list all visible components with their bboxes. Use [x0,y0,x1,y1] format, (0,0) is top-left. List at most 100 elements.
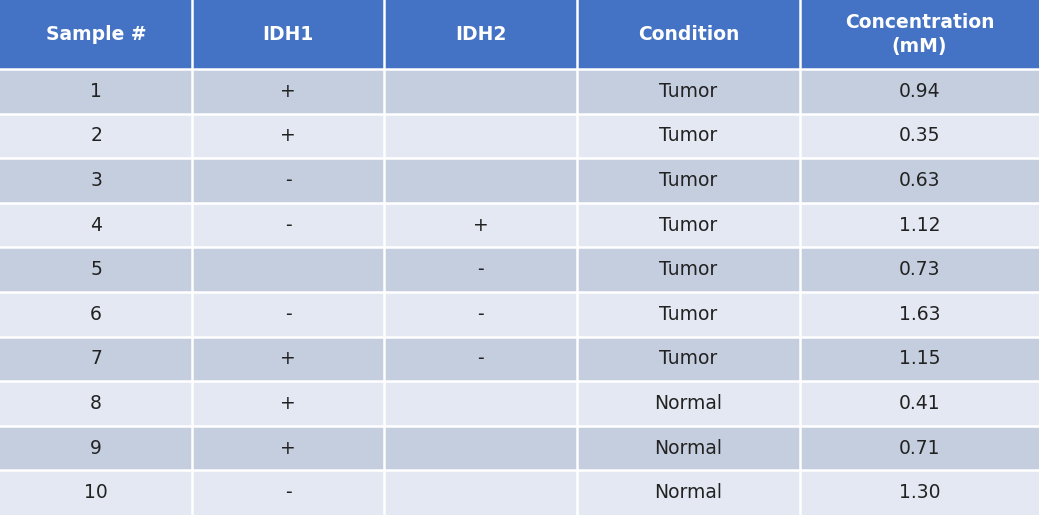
Text: +: + [281,350,296,368]
Bar [0,292,192,337]
Text: IDH2: IDH2 [455,25,506,44]
Bar [192,114,384,158]
Bar [577,426,800,470]
Bar [384,337,577,381]
Bar [800,337,1039,381]
Bar [0,381,192,426]
Bar [384,69,577,114]
Text: Tumor: Tumor [659,82,718,101]
Text: Tumor: Tumor [659,350,718,368]
Bar [800,426,1039,470]
Bar [800,470,1039,515]
Text: 1.63: 1.63 [899,305,940,324]
Bar [384,292,577,337]
Bar [192,292,384,337]
Bar [800,203,1039,248]
Text: 2: 2 [90,127,102,146]
Text: 8: 8 [90,394,102,413]
Text: Tumor: Tumor [659,216,718,235]
Bar [577,203,800,248]
Text: 7: 7 [90,350,102,368]
Text: 4: 4 [90,216,102,235]
Bar [0,158,192,203]
Bar [800,0,1039,69]
Bar [384,381,577,426]
Text: -: - [285,305,292,324]
Bar [384,0,577,69]
Bar [0,470,192,515]
Bar [192,69,384,114]
Text: Normal: Normal [655,483,722,502]
Text: +: + [281,127,296,146]
Text: 0.41: 0.41 [899,394,940,413]
Text: +: + [281,439,296,458]
Bar [800,381,1039,426]
Bar [192,203,384,248]
Text: 10: 10 [84,483,108,502]
Text: Normal: Normal [655,394,722,413]
Bar [577,337,800,381]
Text: Tumor: Tumor [659,305,718,324]
Text: 0.94: 0.94 [899,82,940,101]
Bar [192,470,384,515]
Text: 1.12: 1.12 [899,216,940,235]
Bar [192,426,384,470]
Text: 1.15: 1.15 [899,350,940,368]
Bar [384,470,577,515]
Bar [192,158,384,203]
Text: -: - [285,483,292,502]
Text: Tumor: Tumor [659,260,718,279]
Text: 9: 9 [90,439,102,458]
Bar [800,114,1039,158]
Text: +: + [281,82,296,101]
Bar [577,69,800,114]
Bar [0,426,192,470]
Bar [577,381,800,426]
Bar [800,158,1039,203]
Text: +: + [281,394,296,413]
Bar [384,248,577,292]
Bar [192,381,384,426]
Bar [577,114,800,158]
Text: 1.30: 1.30 [899,483,940,502]
Text: 0.71: 0.71 [899,439,940,458]
Bar [0,114,192,158]
Text: 6: 6 [90,305,102,324]
Text: 0.63: 0.63 [899,171,940,190]
Bar [0,203,192,248]
Text: +: + [473,216,488,235]
Text: Concentration
(mM): Concentration (mM) [845,13,994,56]
Bar [384,114,577,158]
Bar [192,0,384,69]
Text: Normal: Normal [655,439,722,458]
Text: -: - [285,216,292,235]
Bar [192,248,384,292]
Text: -: - [477,350,484,368]
Bar [384,426,577,470]
Bar [0,69,192,114]
Bar [0,337,192,381]
Bar [800,248,1039,292]
Bar [384,203,577,248]
Text: -: - [285,171,292,190]
Bar [577,158,800,203]
Text: -: - [477,260,484,279]
Text: 0.73: 0.73 [899,260,940,279]
Bar [192,337,384,381]
Text: 1: 1 [90,82,102,101]
Bar [0,248,192,292]
Bar [800,292,1039,337]
Text: Tumor: Tumor [659,127,718,146]
Bar [577,292,800,337]
Bar [0,0,192,69]
Text: IDH1: IDH1 [263,25,314,44]
Text: -: - [477,305,484,324]
Bar [577,248,800,292]
Text: 5: 5 [90,260,102,279]
Text: Sample #: Sample # [46,25,146,44]
Bar [384,158,577,203]
Bar [577,470,800,515]
Text: Condition: Condition [638,25,739,44]
Text: 0.35: 0.35 [899,127,940,146]
Text: Tumor: Tumor [659,171,718,190]
